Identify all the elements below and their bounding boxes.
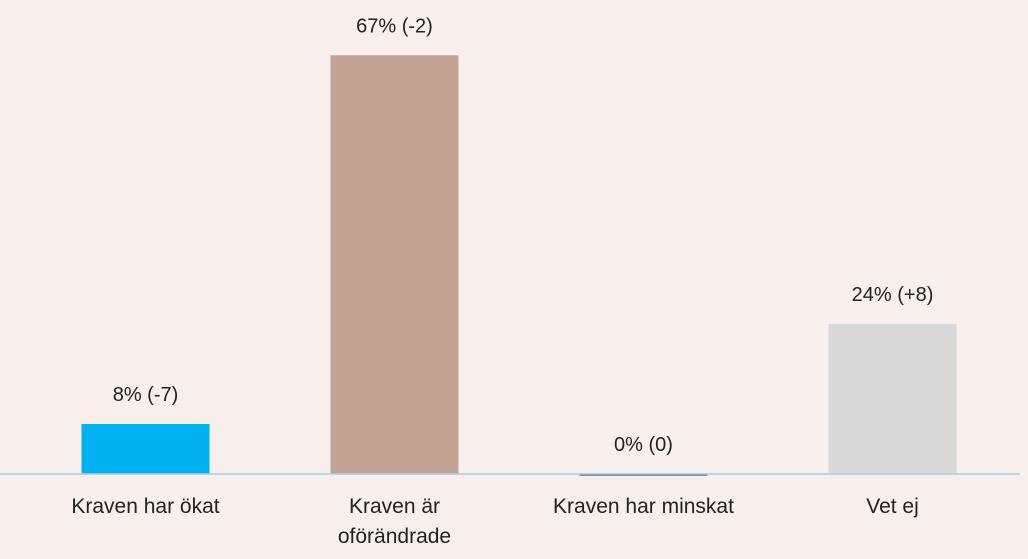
x-tick-text: Kraven har minskat [553,495,734,518]
data-label: 0% (0) [614,434,673,456]
x-tick-text: Vet ej [866,495,919,518]
x-tick-text: Kraven har ökat [71,495,220,518]
data-label: 67% (-2) [356,15,433,37]
x-tick-label: Kraven har ökat [26,492,266,522]
x-tick-text: Kraven är oförändrade [337,495,452,548]
x-tick-label: Kraven har minskat [524,492,764,522]
x-tick-label: Kraven är oförändrade [275,492,515,552]
data-label: 24% (+8) [852,284,934,306]
bar [330,55,459,474]
bar [828,324,957,474]
data-label: 8% (-7) [113,384,179,406]
x-tick-label: Vet ej [773,492,1013,522]
bar [81,424,210,474]
